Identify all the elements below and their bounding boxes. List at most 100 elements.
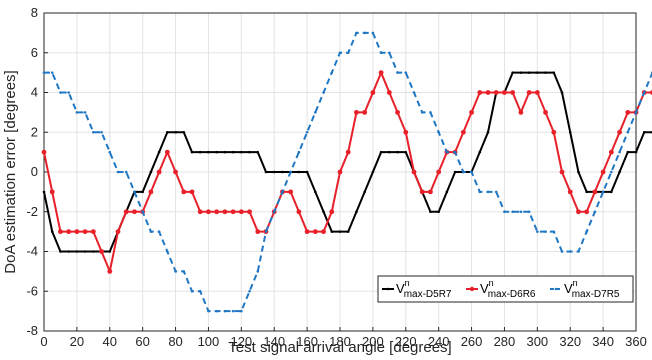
y-tick-label: -4 bbox=[26, 244, 38, 259]
data-point bbox=[281, 190, 284, 194]
data-point bbox=[240, 150, 243, 154]
data-point bbox=[197, 209, 203, 215]
data-point bbox=[543, 109, 548, 115]
data-point bbox=[617, 129, 622, 135]
data-point bbox=[297, 170, 301, 174]
data-point bbox=[388, 51, 391, 55]
data-point bbox=[462, 170, 465, 174]
data-point bbox=[453, 170, 457, 174]
data-point bbox=[133, 190, 136, 194]
data-point bbox=[379, 150, 383, 154]
data-point bbox=[436, 169, 442, 175]
data-point bbox=[396, 71, 399, 74]
data-point bbox=[207, 150, 210, 154]
data-point bbox=[544, 230, 547, 233]
legend-marker bbox=[554, 287, 558, 291]
x-axis-ticks: 0 20 40 60 80 100 120 140 160 180 200 220 240 260 280 3… bbox=[40, 327, 647, 349]
data-point bbox=[264, 230, 268, 233]
data-point bbox=[59, 250, 62, 253]
data-point bbox=[527, 71, 531, 74]
data-point bbox=[59, 91, 62, 94]
x-tick-label: 260 bbox=[461, 334, 483, 349]
data-point bbox=[560, 91, 564, 94]
x-tick-label: 40 bbox=[103, 334, 117, 349]
y-axis-ticks: -8 -6 -4 -2 0 2 4 6 8 bbox=[26, 5, 48, 338]
data-point bbox=[67, 250, 70, 253]
data-point bbox=[75, 250, 79, 253]
data-point bbox=[412, 91, 416, 94]
data-point bbox=[519, 71, 523, 74]
x-tick-label: 160 bbox=[296, 334, 318, 349]
data-point bbox=[519, 210, 523, 214]
data-point bbox=[240, 309, 243, 313]
data-point bbox=[355, 210, 358, 214]
y-tick-label: 8 bbox=[31, 5, 38, 20]
x-tick-label: 300 bbox=[526, 334, 548, 349]
data-point bbox=[198, 289, 202, 293]
data-point bbox=[534, 90, 540, 95]
data-point bbox=[518, 109, 524, 115]
data-point bbox=[222, 209, 228, 215]
data-point bbox=[42, 71, 46, 74]
data-point bbox=[585, 230, 588, 233]
data-point bbox=[247, 209, 252, 215]
data-point bbox=[634, 111, 638, 114]
data-point bbox=[618, 150, 621, 154]
data-point bbox=[108, 150, 112, 154]
data-point bbox=[559, 169, 565, 175]
data-point bbox=[231, 150, 235, 154]
x-tick-label: 100 bbox=[198, 334, 220, 349]
data-point bbox=[494, 190, 498, 194]
data-point bbox=[503, 210, 506, 214]
data-point bbox=[190, 289, 194, 293]
data-point bbox=[371, 31, 375, 35]
data-point bbox=[411, 169, 417, 175]
data-point bbox=[58, 229, 63, 235]
data-point bbox=[296, 209, 302, 215]
y-tick-label: -6 bbox=[26, 283, 38, 298]
data-point bbox=[189, 189, 195, 195]
data-point bbox=[149, 230, 153, 233]
data-point bbox=[49, 189, 55, 195]
series-group bbox=[41, 31, 652, 313]
x-tick-label: 360 bbox=[625, 334, 647, 349]
data-point bbox=[420, 111, 424, 114]
data-point bbox=[132, 209, 137, 215]
data-point bbox=[592, 189, 598, 195]
y-tick-label: -8 bbox=[26, 323, 38, 338]
data-point bbox=[338, 51, 342, 55]
data-point bbox=[419, 189, 425, 195]
data-point bbox=[486, 130, 490, 134]
data-point bbox=[41, 149, 47, 155]
x-tick-label: 220 bbox=[395, 334, 417, 349]
y-tick-label: 6 bbox=[31, 45, 38, 60]
data-point bbox=[42, 190, 46, 194]
data-point bbox=[379, 51, 383, 55]
data-point bbox=[314, 190, 317, 194]
data-point bbox=[272, 210, 276, 214]
data-point bbox=[83, 111, 87, 114]
data-point bbox=[288, 189, 294, 195]
data-point bbox=[511, 210, 514, 214]
data-point bbox=[608, 149, 614, 155]
data-point bbox=[560, 250, 564, 253]
data-point bbox=[552, 71, 556, 74]
data-point bbox=[75, 111, 79, 114]
data-point bbox=[510, 90, 516, 95]
data-point bbox=[215, 150, 218, 154]
data-point bbox=[238, 209, 244, 215]
data-point bbox=[181, 189, 187, 195]
data-point bbox=[124, 170, 128, 174]
data-point bbox=[322, 210, 325, 214]
data-point bbox=[576, 209, 581, 215]
data-point bbox=[107, 268, 113, 274]
data-point bbox=[345, 149, 351, 155]
data-point bbox=[460, 129, 466, 135]
data-point bbox=[355, 31, 358, 35]
data-point bbox=[388, 150, 391, 154]
data-point bbox=[305, 130, 309, 134]
data-point bbox=[470, 170, 473, 174]
data-point bbox=[552, 230, 556, 233]
data-point bbox=[526, 90, 532, 95]
data-point bbox=[404, 71, 408, 74]
